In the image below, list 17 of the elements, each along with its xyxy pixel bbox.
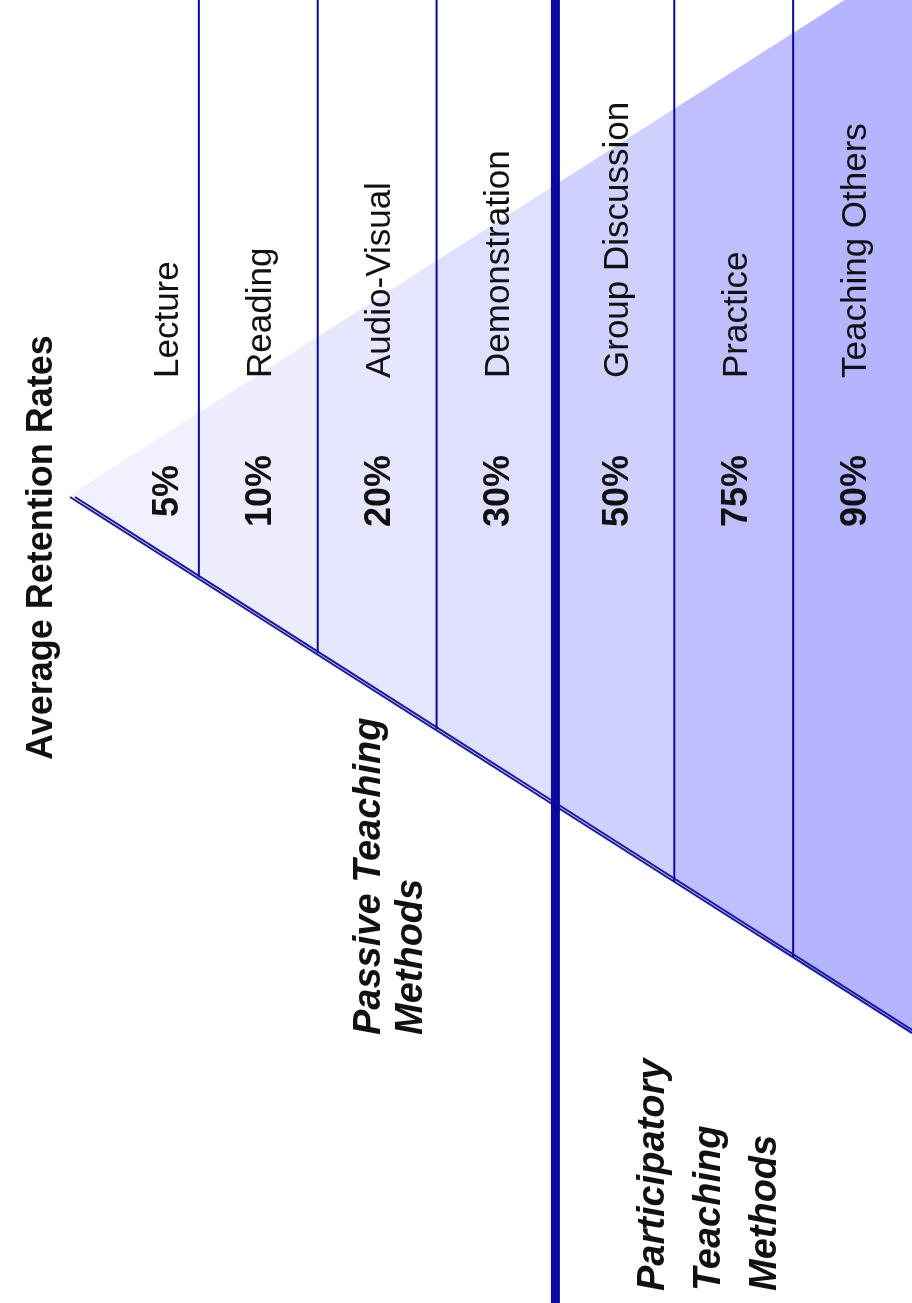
text: Participatory Teaching Methods bbox=[630, 1056, 784, 1291]
category-label: Demonstration bbox=[477, 150, 516, 378]
data-label: 90% bbox=[832, 454, 874, 528]
data-label: 50% bbox=[594, 454, 636, 528]
category-label: Practice bbox=[714, 251, 754, 378]
data-label: 10% bbox=[238, 454, 280, 528]
data-label: 75% bbox=[713, 454, 755, 528]
category-label: Lecture bbox=[146, 261, 185, 378]
category-label: Teaching Others bbox=[833, 123, 873, 378]
category-label: Audio-Visual bbox=[358, 182, 398, 378]
data-label: 20% bbox=[357, 454, 399, 528]
data-label: 5% bbox=[145, 464, 186, 518]
category-label: Group Discussion bbox=[595, 101, 635, 378]
data-label: 30% bbox=[476, 454, 517, 528]
text: Average Retention Rates bbox=[19, 335, 60, 760]
text: Passive Teaching Methods bbox=[346, 717, 430, 1035]
category-label: Reading bbox=[239, 247, 279, 378]
